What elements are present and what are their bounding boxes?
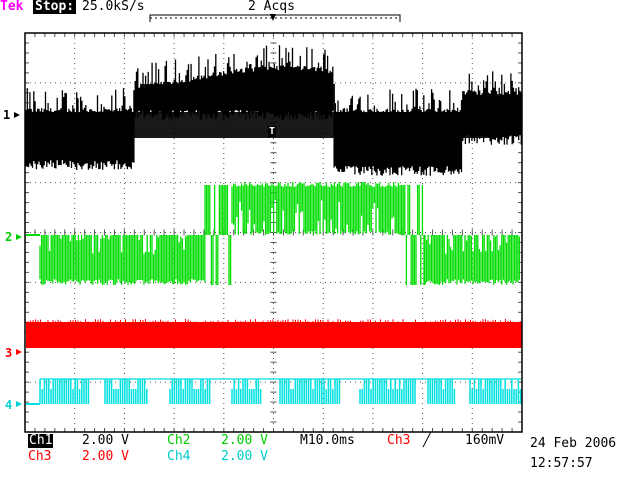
ch3-label: Ch3 [28,449,52,464]
ch4-scale: 2.00 V [221,449,268,464]
trigger-position-icon [270,14,276,21]
ch3-scale: 2.00 V [82,449,129,464]
channel-arrow-icon [14,112,20,118]
screen-frame [14,14,523,433]
sample-rate: 25.0kS/s [82,0,145,14]
channel-arrow-icon [16,349,22,355]
ch1-trace [25,45,522,176]
ch3-marker: 3 [5,346,13,360]
acquisition-state: Stop: [33,0,77,14]
screen-border [24,32,523,433]
ch1-band [29,112,499,138]
ch4-marker: 4 [5,398,13,412]
date: 24 Feb 2006 [530,436,617,451]
ch1-marker: 1 [3,108,11,122]
ch4-label: Ch4 [167,449,191,464]
channel-arrow-icon [16,234,22,240]
acquisition-count: 2 Acqs [248,0,295,14]
ch3-edges [27,319,521,324]
ch2-scale: 2.00 V [221,433,268,448]
rising-edge-icon: ╱ [423,433,431,448]
waveform-traces [25,45,522,405]
timebase: M10.0ms [300,433,355,448]
ch4-trace [39,379,522,404]
time: 12:57:57 [530,456,593,471]
ch2-trace [39,182,521,285]
ch1-label: Ch1 [28,433,54,448]
ch2-marker: 2 [5,230,13,244]
channel-arrow-icon [16,401,22,407]
trigger-level: 160mV [465,433,505,448]
ch1-scale: 2.00 V [82,433,129,448]
trigger-marker: T [268,126,277,137]
ch2-label: Ch2 [167,433,191,448]
ch3-band [26,322,522,348]
brand-label: Tek [0,0,24,14]
ch1-dome [140,84,335,110]
trigger-source: Ch3 [387,433,411,448]
